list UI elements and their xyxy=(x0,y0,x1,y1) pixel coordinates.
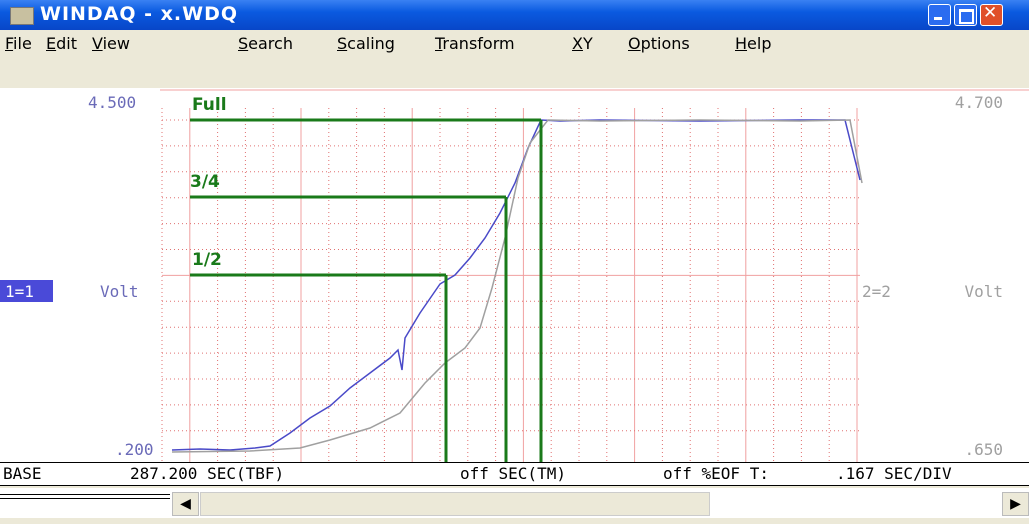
app-icon xyxy=(10,7,34,25)
menu-item[interactable]: Scaling xyxy=(337,34,395,53)
divider xyxy=(0,498,170,499)
right-channel: 2=2 xyxy=(862,282,891,301)
menu-bar: File Edit View Search Scaling Transform XY Opti… xyxy=(0,30,1029,58)
menu-item[interactable]: Help xyxy=(735,34,772,53)
status-text: 287.200 SEC(TBF) xyxy=(130,464,285,483)
window-title: WINDAQ - x.WDQ xyxy=(40,3,239,25)
status-text: off %EOF T: xyxy=(663,464,769,483)
scroll-right[interactable]: ▶ xyxy=(1002,492,1029,516)
right-top-label: 4.700 xyxy=(955,93,1003,112)
channel-2-trace xyxy=(171,119,863,453)
left-top-label: 4.500 xyxy=(88,93,136,112)
annotation: Full xyxy=(192,95,227,115)
right-unit: Volt xyxy=(964,282,1003,301)
channel-1-trace xyxy=(171,119,861,451)
scrollbar: ◀ ▶ xyxy=(0,488,1029,518)
scroll-thumb[interactable] xyxy=(200,492,710,516)
menu-item[interactable]: Search xyxy=(238,34,293,53)
status-text: BASE xyxy=(3,464,42,483)
channel-1-badge xyxy=(0,280,53,302)
menu-item[interactable]: Transform xyxy=(435,34,515,53)
left-bottom-label: .200 xyxy=(115,440,154,459)
menu-item[interactable]: File xyxy=(5,34,32,53)
menu-item[interactable]: View xyxy=(92,34,130,53)
annotation: 3/4 xyxy=(190,172,220,192)
status-text: off SEC(TM) xyxy=(460,464,566,483)
annotation: 1/2 xyxy=(192,250,222,270)
maximize-button[interactable] xyxy=(954,4,977,26)
divider xyxy=(0,494,170,495)
left-unit: Volt xyxy=(100,282,139,301)
close-button[interactable]: ✕ xyxy=(980,3,1003,26)
plot-area: Full 3/4 1/2 4.500 .200 1=1 Volt 4.700 .… xyxy=(0,88,1029,462)
status-bar: BASE 287.200 SEC(TBF) off SEC(TM) off %EOF … xyxy=(0,462,1029,486)
right-bottom-label: .650 xyxy=(964,440,1003,459)
menu-item[interactable]: Options xyxy=(628,34,690,53)
plot: Full 3/4 1/2 4.500 .200 1=1 Volt 4.700 .… xyxy=(0,89,1029,462)
title-bar: WINDAQ - x.WDQ ✕ xyxy=(0,0,1029,30)
left-channel: 1=1 xyxy=(5,282,34,301)
minimize-button[interactable] xyxy=(928,4,951,26)
scroll-left[interactable]: ◀ xyxy=(172,492,199,516)
menu-item[interactable]: Edit xyxy=(46,34,77,53)
markers xyxy=(190,118,543,462)
status-text: .167 SEC/DIV xyxy=(836,464,952,483)
menu-item[interactable]: XY xyxy=(572,34,593,53)
